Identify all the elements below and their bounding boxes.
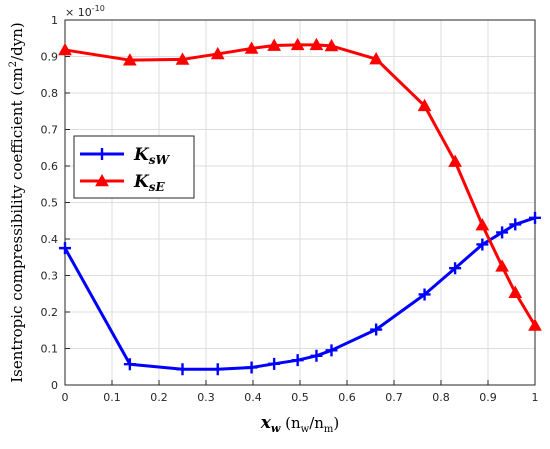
x-tick-label: 0.4 [244,391,262,404]
legend-label: KsW [133,145,171,167]
x-tick-label: 1 [532,391,539,404]
y-tick-label: 0.6 [41,160,59,173]
x-tick-label: 0.3 [197,391,215,404]
y-tick-label: 0.1 [41,343,59,356]
data-point [123,358,136,371]
data-point [528,318,542,331]
ticks: 0 0.1 0.2 0.3 0.4 0.5 0.6 0.7 0.8 0.9 1 0 0.1 0.2 0.3 0… [41,14,539,404]
series-se [58,37,542,331]
data-point [475,218,490,231]
series-line [63,216,536,371]
data-point [417,98,432,112]
data-point [245,361,258,374]
data-point [309,37,324,51]
data-point [58,42,72,56]
y-multiplier-base: × 10 [65,6,92,19]
y-tick-label: 0.3 [41,270,59,283]
x-axis-label-nsub2: m [324,424,334,435]
data-point [290,37,305,51]
y-axis-label-sup: 2 [8,61,19,67]
series-line [64,43,537,327]
legend-label-sub: sW [149,153,171,167]
x-axis-label-close: ) [333,414,339,432]
data-point [176,363,189,376]
data-point [370,323,383,336]
x-axis-label-sub: w [271,422,281,435]
data-point [508,285,523,298]
x-tick-label: 0.6 [338,391,356,404]
legend-item-sw: KsW [80,145,171,167]
data-point [244,41,259,54]
x-tick-label: 0.1 [103,391,121,404]
y-tick-label: 0.9 [41,51,59,64]
data-point [123,53,137,66]
x-axis-label: xw (nw/nm) [260,413,340,435]
y-axis-label-end: /dyn) [8,22,26,61]
y-axis-label: Isentropic compressibility coefficient (… [8,22,26,383]
y-tick-label: 0.4 [41,233,59,246]
x-axis-label-rest: (n [280,414,301,432]
x-axis-label-slash: /n [309,414,324,432]
series [58,37,542,376]
data-point [529,211,541,224]
data-point [59,242,71,255]
x-tick-label: 0.8 [432,391,450,404]
y-axis-label-text: Isentropic compressibility coefficient (… [8,67,26,383]
data-point [175,52,190,65]
legend-label: KsE [133,172,166,194]
y-tick-label: 0.5 [41,197,59,210]
data-point [210,46,225,60]
x-tick-label: 0 [62,391,69,404]
data-point [495,259,509,272]
data-point [476,238,489,251]
data-point [369,52,383,65]
data-point [310,349,323,362]
legend-item-se: KsE [80,172,166,194]
y-multiplier: × 10-10 [65,4,105,19]
data-point [418,288,431,301]
legend-box [73,135,195,199]
grid [64,19,536,386]
y-tick-label: 0.2 [41,306,59,319]
x-tick-label: 0.2 [150,391,168,404]
y-tick-label: 0 [51,379,58,392]
x-tick-label: 0.5 [291,391,309,404]
data-point [325,344,338,357]
y-tick-label: 1 [51,14,58,27]
y-tick-label: 0.7 [41,124,59,137]
data-point [324,38,339,52]
data-point [448,154,462,167]
legend-swatch-marker [96,148,108,160]
data-point [509,218,522,231]
data-point [291,354,304,367]
x-tick-label: 0.9 [479,391,497,404]
legend-swatch-marker [95,173,109,187]
data-point [267,38,281,51]
x-axis-label-nsub1: w [301,424,310,435]
legend-label-main: K [133,172,150,192]
x-axis-label-main: x [260,413,272,433]
x-tick-label: 0.7 [385,391,403,404]
data-point [211,363,224,376]
series-sw [59,211,541,376]
data-point [496,226,509,239]
y-multiplier-exp: -10 [92,4,105,13]
legend-label-main: K [133,145,150,165]
y-tick-label: 0.8 [41,87,59,100]
data-point [268,357,281,370]
legend-label-sub: sE [149,180,166,194]
data-point [449,262,462,275]
